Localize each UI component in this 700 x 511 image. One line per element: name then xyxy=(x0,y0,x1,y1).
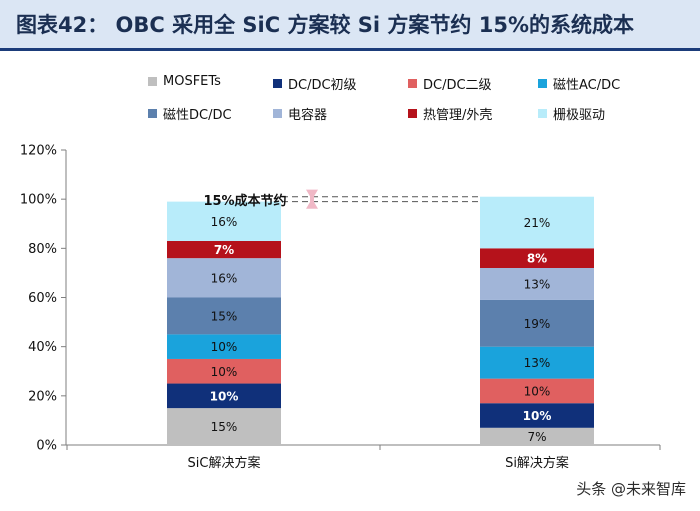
data-label: 16% xyxy=(211,215,238,229)
legend-swatch xyxy=(273,109,282,118)
bar-segment xyxy=(480,196,594,249)
legend-swatch xyxy=(148,109,157,118)
y-tick-label: 20% xyxy=(28,389,57,404)
data-label: 13% xyxy=(524,277,551,291)
data-label: 10% xyxy=(211,365,238,379)
page-title: 图表42： OBC 采用全 SiC 方案较 Si 方案节约 15%的系统成本 xyxy=(16,13,634,37)
legend-label: 栅极驱动 xyxy=(553,108,606,123)
data-label: 21% xyxy=(524,216,551,230)
bar-segment xyxy=(480,378,594,404)
bar-segment xyxy=(480,403,594,428)
watermark: 头条 @未来智库 xyxy=(576,480,686,498)
legend-item: 热管理/外壳 xyxy=(408,104,492,123)
y-tick-label: 60% xyxy=(28,291,57,306)
data-label: 15% xyxy=(211,420,238,434)
bar-segment xyxy=(480,299,594,347)
y-tick-label: 0% xyxy=(36,439,57,454)
x-tick-label: Si解决方案 xyxy=(505,455,569,471)
legend-label: 磁性DC/DC xyxy=(163,108,232,123)
bar-segment xyxy=(167,201,281,241)
legend-item: DC/DC二级 xyxy=(408,74,492,93)
savings-arrow-head-up xyxy=(306,198,318,209)
data-label: 16% xyxy=(211,271,238,285)
bar-segment xyxy=(167,358,281,384)
legend-swatch xyxy=(408,79,417,88)
bar-segment xyxy=(167,334,281,359)
data-label: 7% xyxy=(214,243,234,257)
bar-segment xyxy=(480,268,594,300)
savings-annotation: 15%成本节约 xyxy=(203,193,286,209)
legend-swatch xyxy=(408,109,417,118)
legend-item: 磁性AC/DC xyxy=(538,74,620,93)
data-label: 7% xyxy=(527,430,546,444)
legend-label: DC/DC初级 xyxy=(288,78,357,93)
y-tick-label: 120% xyxy=(20,144,57,159)
savings-arrow-head-down xyxy=(306,189,318,200)
y-tick-label: 80% xyxy=(28,242,57,257)
data-label: 10% xyxy=(524,384,551,398)
legend-label: 热管理/外壳 xyxy=(423,108,493,123)
data-label: 15% xyxy=(211,309,238,323)
x-tick-label: SiC解决方案 xyxy=(188,455,261,471)
bar-segment xyxy=(167,258,281,298)
y-tick-label: 100% xyxy=(20,193,57,208)
legend-label: DC/DC二级 xyxy=(423,78,492,93)
legend-item: DC/DC初级 xyxy=(273,74,357,93)
bar-segment xyxy=(480,248,594,268)
y-tick-label: 40% xyxy=(28,340,57,355)
title-bar: 图表42： OBC 采用全 SiC 方案较 Si 方案节约 15%的系统成本 xyxy=(0,0,700,51)
bar-segment xyxy=(480,346,594,379)
data-label: 10% xyxy=(523,409,552,423)
legend-label: 磁性AC/DC xyxy=(553,78,621,93)
bar-segment xyxy=(167,408,281,445)
bar-segment xyxy=(167,297,281,335)
data-label: 13% xyxy=(524,356,551,370)
data-label: 10% xyxy=(211,340,238,354)
legend-item: 磁性DC/DC xyxy=(148,104,232,123)
title-rule xyxy=(0,48,700,51)
legend-label: 电容器 xyxy=(288,108,328,123)
legend-item: 电容器 xyxy=(273,104,327,123)
legend-item: 栅极驱动 xyxy=(538,104,605,123)
data-label: 10% xyxy=(210,389,239,403)
bar-segment xyxy=(167,383,281,409)
data-label: 8% xyxy=(527,252,547,266)
bar-segment xyxy=(480,427,594,445)
bar-segment xyxy=(167,240,281,259)
legend-swatch xyxy=(148,77,157,86)
data-label: 19% xyxy=(524,317,551,331)
legend-label: MOSFETs xyxy=(163,74,221,89)
legend-swatch xyxy=(538,109,547,118)
legend-swatch xyxy=(273,79,282,88)
legend: MOSFETs DC/DC初级 DC/DC二级 磁性AC/DC 磁性DC/DC 电容器 热管… xyxy=(148,70,668,130)
legend-item: MOSFETs xyxy=(148,74,221,89)
legend-swatch xyxy=(538,79,547,88)
